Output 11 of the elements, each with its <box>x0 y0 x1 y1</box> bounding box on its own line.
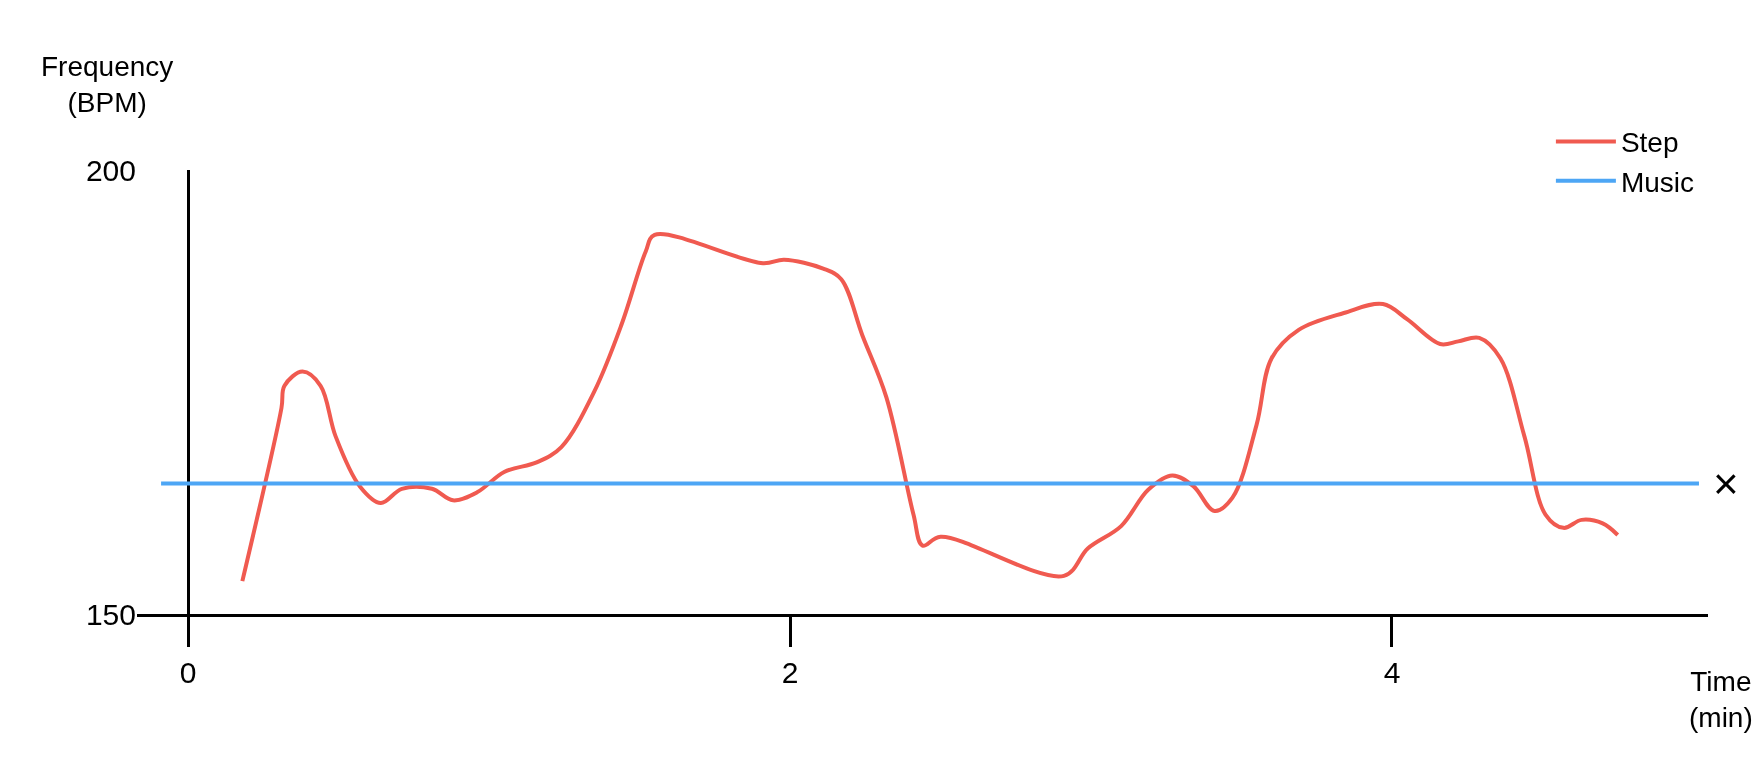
y-tick-label: 200 <box>85 153 136 187</box>
x-tick-label: 2 <box>781 656 799 689</box>
annotation: × <box>1713 459 1739 508</box>
x-tick-label: 4 <box>1383 656 1401 689</box>
x-tick-label: 0 <box>179 656 197 689</box>
legend-label: Music <box>1620 166 1695 198</box>
x-axis-title: Time (min) <box>1689 666 1753 734</box>
y-tick-label: 150 <box>85 597 136 631</box>
y-axis-title: Frequency (BPM) <box>41 51 174 119</box>
legend-label: Step <box>1620 127 1679 159</box>
line-series <box>240 232 1620 584</box>
